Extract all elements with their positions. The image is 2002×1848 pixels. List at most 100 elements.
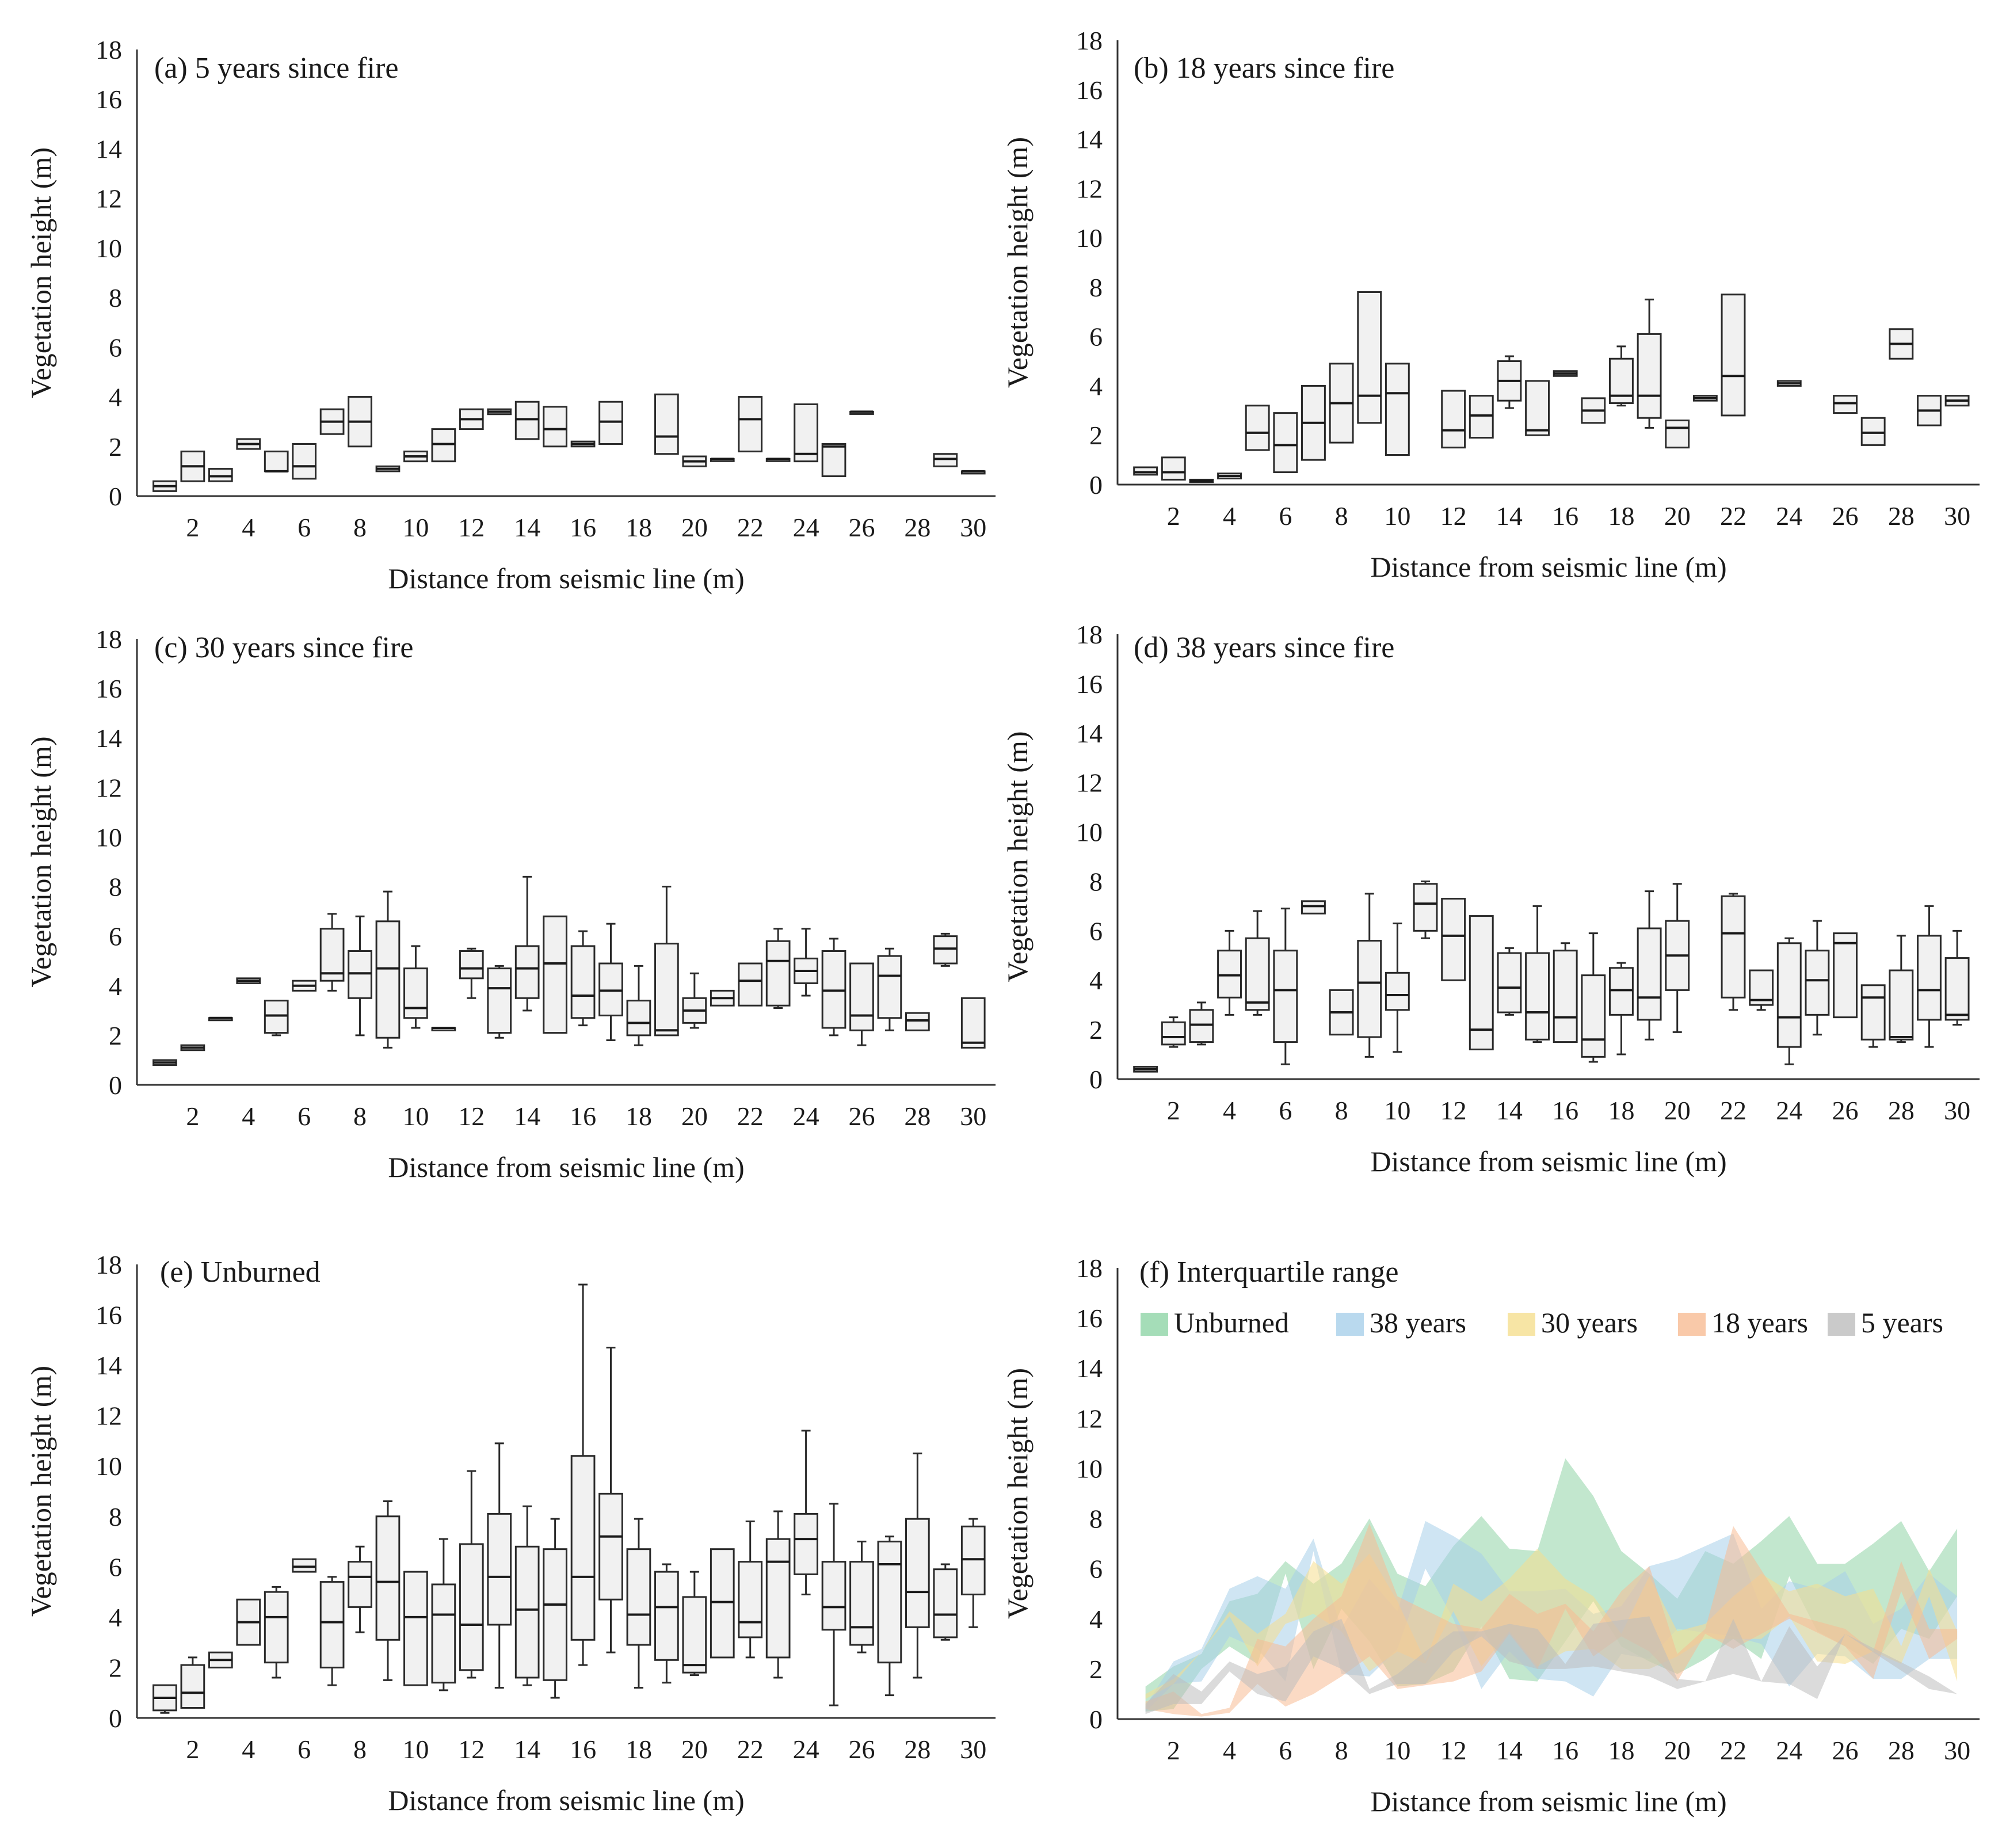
box-13 (1469, 915, 1494, 1050)
x-tick-label: 24 (793, 513, 819, 542)
y-tick-label: 16 (96, 674, 122, 703)
x-tick-label: 8 (1335, 1736, 1348, 1765)
y-tick-label: 12 (1076, 174, 1103, 203)
box-rect (264, 450, 289, 473)
x-tick-label: 22 (1720, 1096, 1746, 1125)
y-tick-label: 14 (96, 134, 122, 163)
box-20 (682, 1571, 707, 1676)
iqr-band-5-years (1145, 1616, 1958, 1714)
box-22 (738, 962, 763, 1007)
x-tick-label: 6 (298, 513, 311, 542)
x-tick-label: 28 (1888, 501, 1915, 531)
box-24 (1776, 380, 1802, 387)
box-30 (1944, 395, 1970, 407)
panel-title: (d) 38 years since fire (1134, 631, 1394, 664)
x-tick-label: 18 (626, 1102, 652, 1131)
x-tick-label: 10 (1384, 501, 1410, 531)
box-rect (1273, 412, 1298, 474)
box-20 (682, 455, 707, 467)
y-tick-label: 10 (96, 822, 122, 852)
box-6 (1273, 412, 1298, 474)
box-rect (1161, 456, 1186, 481)
box-2 (180, 450, 205, 482)
box-2 (1161, 1016, 1186, 1048)
box-5 (264, 1586, 289, 1679)
box-19 (1637, 890, 1662, 1041)
box-rect (1525, 952, 1550, 1041)
box-5 (264, 450, 289, 473)
y-tick-label: 14 (1076, 125, 1103, 154)
box-17 (598, 401, 623, 445)
y-tick-label: 12 (1076, 1404, 1103, 1433)
box-rect (570, 1455, 596, 1641)
x-tick-label: 24 (1776, 501, 1802, 531)
box-rect (431, 428, 456, 463)
x-tick-label: 30 (1944, 1096, 1970, 1125)
x-tick-label: 20 (1664, 1096, 1691, 1125)
box-rect (1245, 937, 1270, 1011)
y-tick-label: 8 (1089, 867, 1103, 896)
x-tick-label: 28 (904, 1735, 931, 1764)
box-11 (431, 428, 456, 463)
box-4 (236, 977, 261, 984)
box-rect (1581, 974, 1606, 1058)
box-14 (514, 1505, 540, 1686)
x-tick-label: 28 (904, 1102, 931, 1131)
box-20 (1665, 883, 1690, 1033)
box-13 (487, 965, 512, 1039)
x-tick-label: 20 (1664, 1736, 1691, 1765)
box-1 (152, 1684, 177, 1714)
x-tick-label: 12 (458, 1102, 485, 1131)
box-30 (960, 997, 986, 1049)
box-7 (319, 1576, 345, 1686)
box-17 (598, 923, 623, 1041)
box-rect (180, 1664, 205, 1709)
box-6 (292, 443, 317, 480)
box-10 (403, 1571, 428, 1686)
x-tick-label: 22 (1720, 1736, 1746, 1765)
y-axis-title: Vegetation height (m) (1001, 1368, 1034, 1619)
box-rect (1413, 883, 1438, 932)
box-rect (1776, 942, 1802, 1048)
x-tick-label: 22 (737, 1102, 764, 1131)
x-axis-title: Distance from seismic line (m) (388, 1784, 744, 1816)
x-tick-label: 14 (1496, 1736, 1523, 1765)
x-tick-label: 28 (904, 513, 931, 542)
y-tick-label: 8 (1089, 1504, 1103, 1534)
box-8 (1329, 989, 1354, 1036)
box-21 (710, 458, 735, 462)
box-27 (1860, 984, 1886, 1048)
box-rect (1441, 898, 1466, 981)
box-rect (654, 943, 679, 1037)
box-5 (264, 1000, 289, 1037)
box-5 (1245, 405, 1270, 451)
x-tick-label: 26 (1832, 1736, 1859, 1765)
x-tick-label: 14 (514, 1735, 540, 1764)
box-rect (682, 1596, 707, 1674)
box-rect (431, 1583, 456, 1684)
box-rect (1497, 952, 1522, 1013)
box-rect (487, 967, 512, 1034)
box-28 (1889, 935, 1914, 1043)
box-29 (933, 1563, 958, 1641)
box-26 (1833, 932, 1858, 1019)
box-15 (543, 915, 567, 1034)
box-4 (1217, 473, 1242, 479)
box-rect (1665, 419, 1690, 449)
y-tick-label: 4 (1089, 1605, 1103, 1634)
box-10 (1385, 922, 1410, 1053)
box-6 (292, 1558, 317, 1573)
box-19 (654, 886, 679, 1037)
box-7 (319, 408, 345, 435)
y-tick-label: 6 (109, 333, 122, 362)
box-16 (1553, 370, 1578, 377)
x-tick-label: 10 (402, 1735, 429, 1764)
x-tick-label: 26 (848, 1735, 875, 1764)
box-22 (1721, 294, 1746, 417)
box-29 (933, 453, 958, 467)
y-axis-title: Vegetation height (m) (1001, 731, 1034, 982)
box-rect (738, 962, 763, 1007)
x-tick-label: 2 (186, 1735, 199, 1764)
box-9 (1357, 893, 1382, 1058)
box-8 (1329, 363, 1354, 444)
